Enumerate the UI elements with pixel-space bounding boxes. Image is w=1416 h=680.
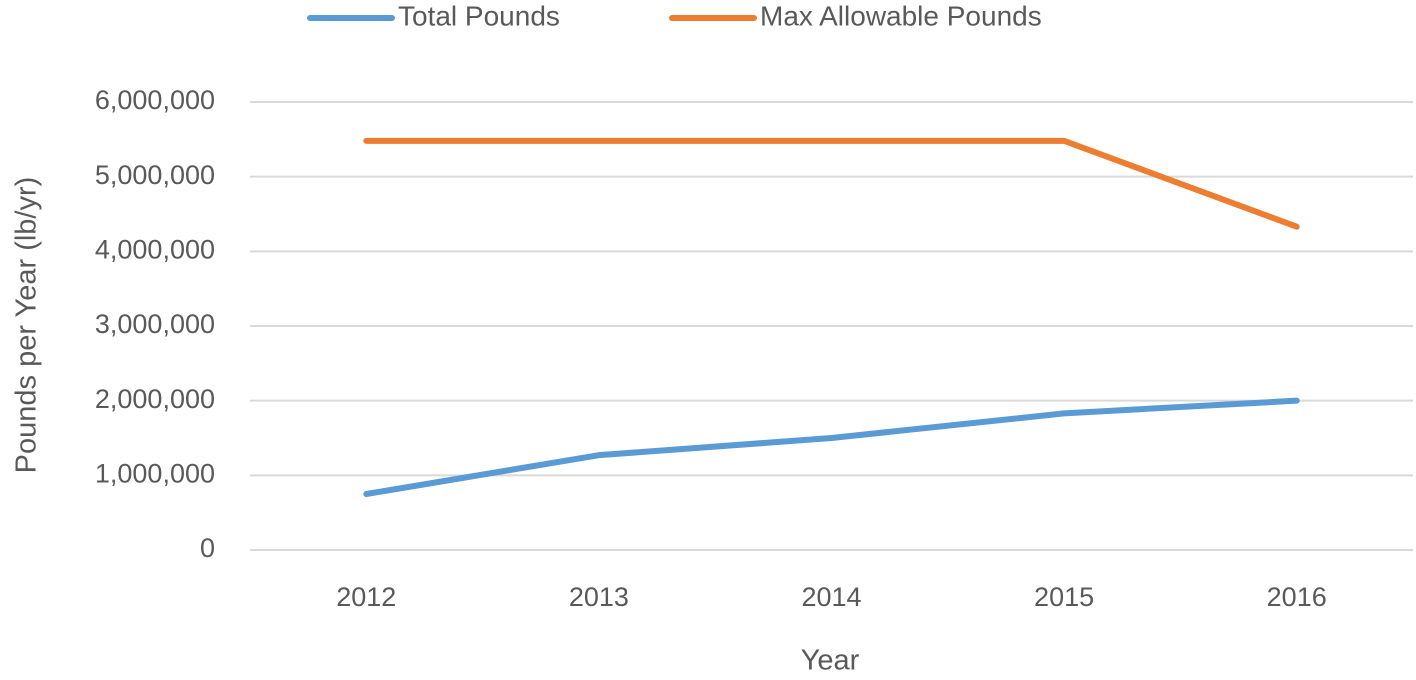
y-tick-label: 1,000,000 xyxy=(95,458,215,488)
y-tick-label: 3,000,000 xyxy=(95,309,215,339)
x-tick-label: 2014 xyxy=(801,582,861,612)
x-axis-title: Year xyxy=(801,645,860,677)
legend-label: Total Pounds xyxy=(398,0,560,31)
y-tick-label: 5,000,000 xyxy=(95,160,215,190)
y-tick-label: 2,000,000 xyxy=(95,384,215,414)
x-tick-label: 2015 xyxy=(1034,582,1094,612)
x-tick-label: 2016 xyxy=(1267,582,1327,612)
series-line xyxy=(363,137,1300,230)
x-tick-label: 2012 xyxy=(336,582,396,612)
legend-label: Max Allowable Pounds xyxy=(760,0,1042,31)
series-line xyxy=(363,397,1300,497)
y-tick-label: 6,000,000 xyxy=(95,85,215,115)
y-tick-label: 0 xyxy=(200,533,215,563)
y-tick-label: 4,000,000 xyxy=(95,234,215,264)
x-tick-label: 2013 xyxy=(569,582,629,612)
y-axis-title: Pounds per Year (lb/yr) xyxy=(11,177,43,474)
